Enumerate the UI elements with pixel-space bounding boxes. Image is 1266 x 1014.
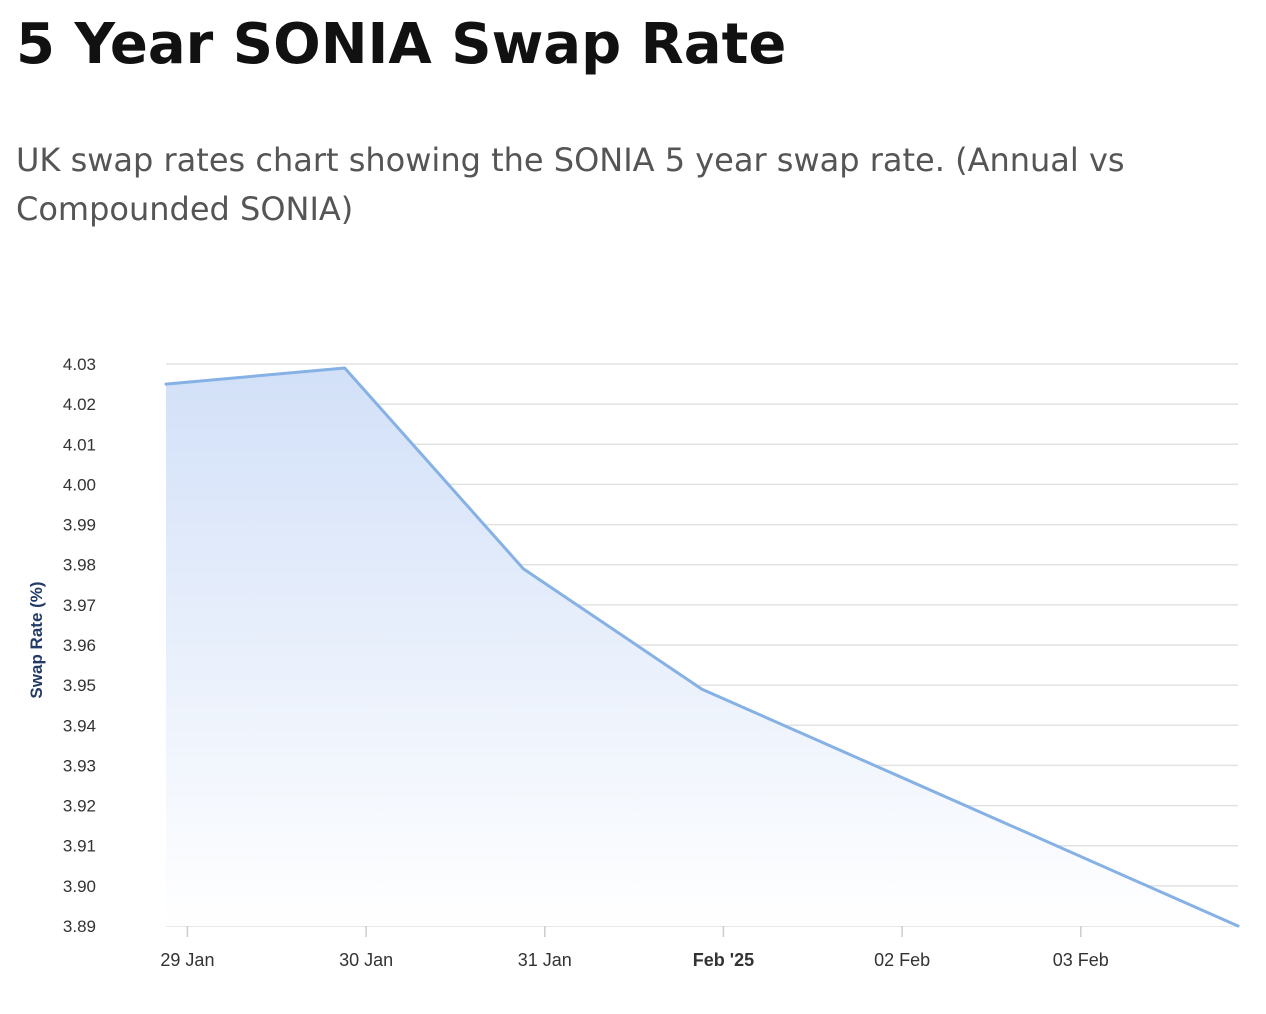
y-tick-label: 4.03 [63,355,96,374]
y-tick-label: 4.02 [63,395,96,414]
y-tick-label: 4.00 [63,475,96,494]
y-tick-label: 3.95 [63,676,96,695]
x-tick-label: 02 Feb [874,950,930,970]
series-area [166,368,1238,926]
y-tick-label: 3.96 [63,636,96,655]
y-axis: 4.03 4.02 4.01 4.00 3.99 3.98 3.97 3.96 3.95 3.94… [63,355,96,936]
y-tick-label: 3.92 [63,797,96,816]
y-tick-label: 3.94 [63,716,96,735]
y-tick-label: 4.01 [63,435,96,454]
x-tick-label: 29 Jan [160,950,214,970]
y-axis-title: Swap Rate (%) [27,581,46,698]
series-line [164,366,1240,928]
line-layer [164,366,1240,928]
y-tick-label: 3.89 [63,917,96,936]
page-title: 5 Year SONIA Swap Rate [16,12,787,77]
y-tick-label: 3.91 [63,837,96,856]
y-tick-label: 3.98 [63,556,96,575]
y-tick-label: 3.99 [63,516,96,535]
x-tick-label: 30 Jan [339,950,393,970]
x-axis: 29 Jan 30 Jan 31 Jan Feb '25 02 Feb 03 Feb [160,926,1109,970]
y-tick-label: 3.93 [63,756,96,775]
area-layer [166,368,1238,926]
x-tick-label: Feb '25 [693,950,754,970]
y-tick-label: 3.90 [63,877,96,896]
page-subtitle: UK swap rates chart showing the SONIA 5 … [16,141,1125,228]
y-tick-label: 3.97 [63,596,96,615]
x-tick-label: 31 Jan [518,950,572,970]
x-tick-label: 03 Feb [1053,950,1109,970]
